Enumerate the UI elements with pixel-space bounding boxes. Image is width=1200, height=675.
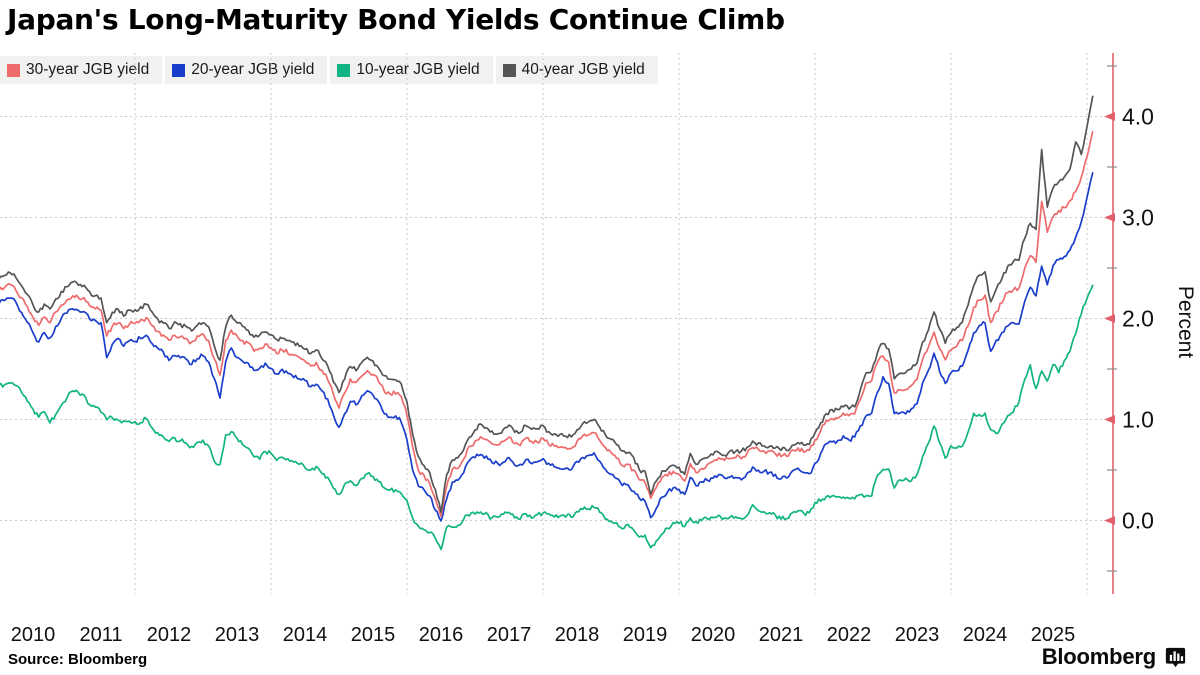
bloomberg-logo: Bloomberg <box>1042 644 1186 670</box>
x-tick-label: 2022 <box>827 624 872 646</box>
x-tick-label: 2020 <box>691 624 736 646</box>
y-tick-label: 2.0 <box>1122 306 1154 332</box>
x-axis: 2010 2011 2012 2013 2014 2015 2016 2017 2018 2019… <box>11 624 1076 646</box>
y-major-tick-arrow <box>1104 516 1115 525</box>
x-tick-label: 2017 <box>487 624 532 646</box>
legend-item-20-year: 20-year JGB yield <box>165 56 328 84</box>
bloomberg-wordmark: Bloomberg <box>1041 644 1157 669</box>
x-tick-label: 2023 <box>895 624 940 646</box>
x-tick-label: 2014 <box>283 624 328 646</box>
y-tick-label: 1.0 <box>1122 407 1154 433</box>
y-major-tick-arrow <box>1104 112 1115 121</box>
source-attribution: Source: Bloomberg <box>8 651 148 668</box>
x-tick-label: 2021 <box>759 624 804 646</box>
series-line-20-year <box>0 172 1094 522</box>
legend-swatch <box>7 63 20 77</box>
y-axis-title: Percent <box>1174 286 1197 359</box>
x-tick-label: 2010 <box>11 624 56 646</box>
x-tick-label: 2011 <box>79 624 122 646</box>
x-tick-label: 2024 <box>963 624 1008 646</box>
chart-title: Japan's Long-Maturity Bond Yields Contin… <box>7 3 785 36</box>
legend-label: 30-year JGB yield <box>26 61 150 78</box>
legend-swatch <box>502 63 516 77</box>
bloomberg-icon <box>1165 647 1186 667</box>
y-major-tick-arrow <box>1104 314 1115 323</box>
y-tick-label: 4.0 <box>1122 104 1154 130</box>
x-tick-label: 2025 <box>1031 624 1076 646</box>
legend-label: 20-year JGB yield <box>191 61 315 78</box>
legend-item-40-year: 40-year JGB yield <box>495 56 658 84</box>
series-line-10-year <box>0 284 1094 551</box>
x-tick-label: 2018 <box>555 624 600 646</box>
legend-label: 40-year JGB yield <box>521 61 645 78</box>
x-tick-label: 2013 <box>215 624 260 646</box>
legend-label: 10-year JGB yield <box>356 61 480 78</box>
y-axis: 0.0 1.0 2.0 3.0 4.0 Percent <box>1104 53 1197 594</box>
series-line-40-year <box>0 95 1094 513</box>
y-major-tick-arrow <box>1104 415 1115 424</box>
x-tick-label: 2016 <box>419 624 464 646</box>
legend-item-10-year: 10-year JGB yield <box>330 56 493 84</box>
x-tick-label: 2015 <box>351 624 396 646</box>
series-lines <box>0 95 1094 551</box>
legend-swatch <box>337 63 351 77</box>
y-tick-label: 3.0 <box>1122 205 1154 231</box>
legend: 30-year JGB yield 20-year JGB yield 10-yea… <box>0 56 658 84</box>
y-tick-label: 0.0 <box>1122 508 1154 534</box>
series-line-30-year <box>0 130 1094 518</box>
y-major-tick-arrow <box>1104 213 1115 222</box>
legend-swatch <box>172 63 186 77</box>
x-tick-label: 2019 <box>623 624 668 646</box>
x-tick-label: 2012 <box>147 624 192 646</box>
